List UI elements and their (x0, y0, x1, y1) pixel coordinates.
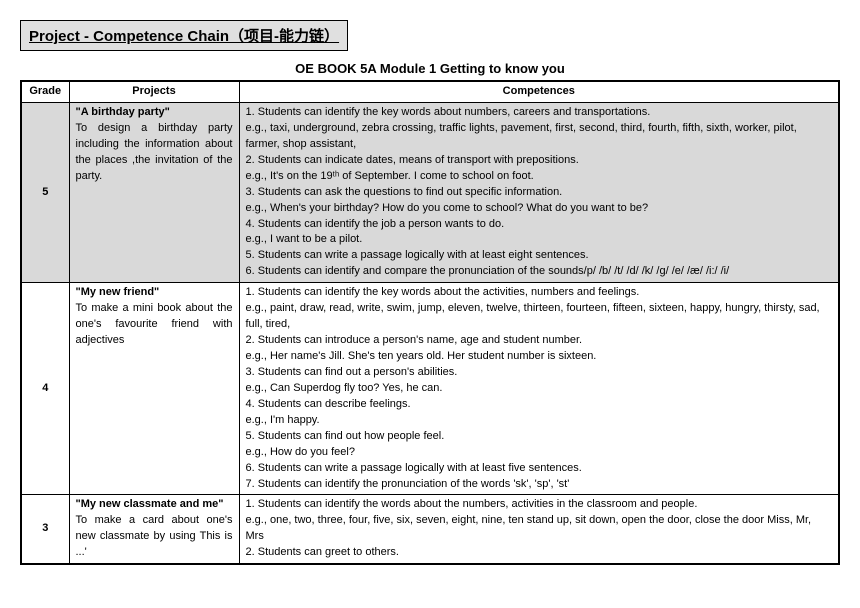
competence-line: e.g., How do you feel? (246, 445, 833, 461)
competence-line: e.g., one, two, three, four, five, six, … (246, 513, 833, 545)
competence-line: 5. Students can write a passage logicall… (246, 248, 833, 264)
competence-line: e.g., paint, draw, read, write, swim, ju… (246, 301, 833, 333)
competence-line: 6. Students can identify and compare the… (246, 264, 833, 280)
competence-line: 1. Students can identify the key words a… (246, 285, 833, 301)
competence-line: 2. Students can greet to others. (246, 545, 833, 561)
competence-line: e.g., When's your birthday? How do you c… (246, 201, 833, 217)
grade-cell: 4 (21, 283, 69, 495)
project-cell: "A birthday party"To design a birthday p… (69, 102, 239, 282)
competence-line: 5. Students can find out how people feel… (246, 429, 833, 445)
project-cell: "My new friend"To make a mini book about… (69, 283, 239, 495)
table-row: 5"A birthday party"To design a birthday … (21, 102, 839, 282)
competence-line: 6. Students can write a passage logicall… (246, 461, 833, 477)
competences-cell: 1. Students can identify the key words a… (239, 102, 839, 282)
col-projects-header: Projects (69, 81, 239, 102)
table-row: 4"My new friend"To make a mini book abou… (21, 283, 839, 495)
competence-line: e.g., Her name's Jill. She's ten years o… (246, 349, 833, 365)
project-description: To make a card about one's new classmate… (76, 513, 233, 561)
table-header-row: Grade Projects Competences (21, 81, 839, 102)
grade-cell: 5 (21, 102, 69, 282)
grade-cell: 3 (21, 495, 69, 564)
competence-line: e.g., I want to be a pilot. (246, 232, 833, 248)
competence-line: e.g., taxi, underground, zebra crossing,… (246, 121, 833, 153)
competences-cell: 1. Students can identify the key words a… (239, 283, 839, 495)
competence-line: 2. Students can indicate dates, means of… (246, 153, 833, 169)
project-description: To design a birthday party including the… (76, 121, 233, 185)
col-competences-header: Competences (239, 81, 839, 102)
competence-line: 1. Students can identify the words about… (246, 497, 833, 513)
page-subtitle: OE BOOK 5A Module 1 Getting to know you (20, 61, 840, 76)
competence-line: 7. Students can identify the pronunciati… (246, 477, 833, 493)
competence-table: Grade Projects Competences 5"A birthday … (20, 80, 840, 565)
competence-line: 1. Students can identify the key words a… (246, 105, 833, 121)
project-title: "My new classmate and me" (76, 497, 233, 513)
col-grade-header: Grade (21, 81, 69, 102)
page-title: Project - Competence Chain（项目-能力链） (20, 20, 348, 51)
competence-line: 4. Students can describe feelings. (246, 397, 833, 413)
competence-line: e.g., I'm happy. (246, 413, 833, 429)
competence-line: 3. Students can ask the questions to fin… (246, 185, 833, 201)
competence-line: 4. Students can identify the job a perso… (246, 217, 833, 233)
competence-line: e.g., Can Superdog fly too? Yes, he can. (246, 381, 833, 397)
competence-line: 3. Students can find out a person's abil… (246, 365, 833, 381)
competence-line: 2. Students can introduce a person's nam… (246, 333, 833, 349)
project-description: To make a mini book about the one's favo… (76, 301, 233, 349)
project-title: "My new friend" (76, 285, 233, 301)
project-title: "A birthday party" (76, 105, 233, 121)
project-cell: "My new classmate and me"To make a card … (69, 495, 239, 564)
competences-cell: 1. Students can identify the words about… (239, 495, 839, 564)
table-row: 3"My new classmate and me"To make a card… (21, 495, 839, 564)
competence-line: e.g., It's on the 19ᵗʰ of September. I c… (246, 169, 833, 185)
